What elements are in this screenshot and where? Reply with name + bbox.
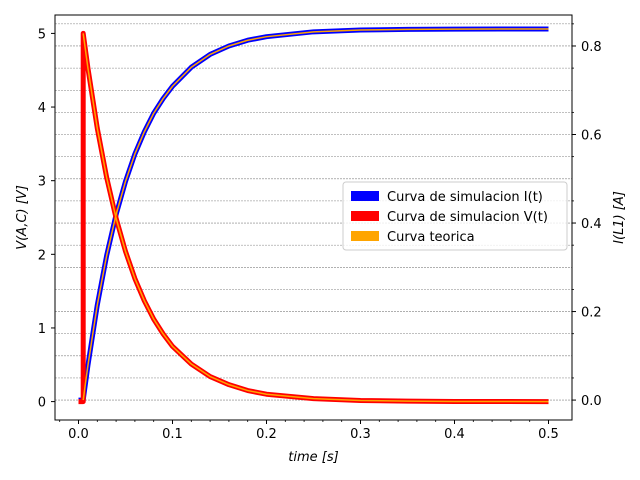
legend: Curva de simulacion I(t) Curva de simulac… xyxy=(342,181,568,251)
legend-label: Curva de simulacion I(t) xyxy=(387,190,543,205)
y-left-tick-label: 3 xyxy=(38,175,46,190)
x-tick-label: 0.3 xyxy=(350,427,371,442)
y-right-tick-label: 0.6 xyxy=(581,129,602,144)
y-left-tick-label: 2 xyxy=(38,248,46,263)
grid-lines xyxy=(55,23,572,401)
series-line-theory-voltage xyxy=(82,33,549,403)
series-line-theory-current xyxy=(82,28,549,401)
x-tick-label: 0.5 xyxy=(538,427,559,442)
legend-swatch xyxy=(351,231,379,241)
legend-label: Curva teorica xyxy=(387,230,475,245)
y-right-tick-label: 0.4 xyxy=(581,217,602,232)
legend-entries: Curva de simulacion I(t) Curva de simulac… xyxy=(351,190,548,245)
legend-swatch xyxy=(351,211,379,221)
x-tick-label: 0.0 xyxy=(68,427,89,442)
y-right-tick-label: 0.8 xyxy=(581,40,602,55)
axes-layer: 0.0 0.1 0.2 0.3 0.4 0.5 0 1 2 3 4 5 0.0 0.2 0.4 0.6 0.8 xyxy=(38,23,602,442)
x-tick-label: 0.2 xyxy=(256,427,277,442)
y-axis-right-label: I(L1) [A] xyxy=(612,191,627,244)
y-left-tick-label: 4 xyxy=(38,101,46,116)
series-layer xyxy=(78,26,549,405)
y-right-tick-label: 0.0 xyxy=(581,394,602,409)
plot-frame xyxy=(54,14,573,421)
x-tick-label: 0.4 xyxy=(444,427,465,442)
y-left-tick-label: 5 xyxy=(38,27,46,42)
legend-box xyxy=(342,181,568,251)
y-left-tick-label: 1 xyxy=(38,322,46,337)
y-right-tick-label: 0.2 xyxy=(581,306,602,321)
y-axis-left-label: V(A,C) [V] xyxy=(15,185,30,250)
legend-swatch xyxy=(351,191,379,201)
legend-label: Curva de simulacion V(t) xyxy=(387,210,548,225)
x-axis-label: time [s] xyxy=(288,450,338,465)
y-left-tick-label: 0 xyxy=(38,396,46,411)
x-tick-label: 0.1 xyxy=(162,427,183,442)
